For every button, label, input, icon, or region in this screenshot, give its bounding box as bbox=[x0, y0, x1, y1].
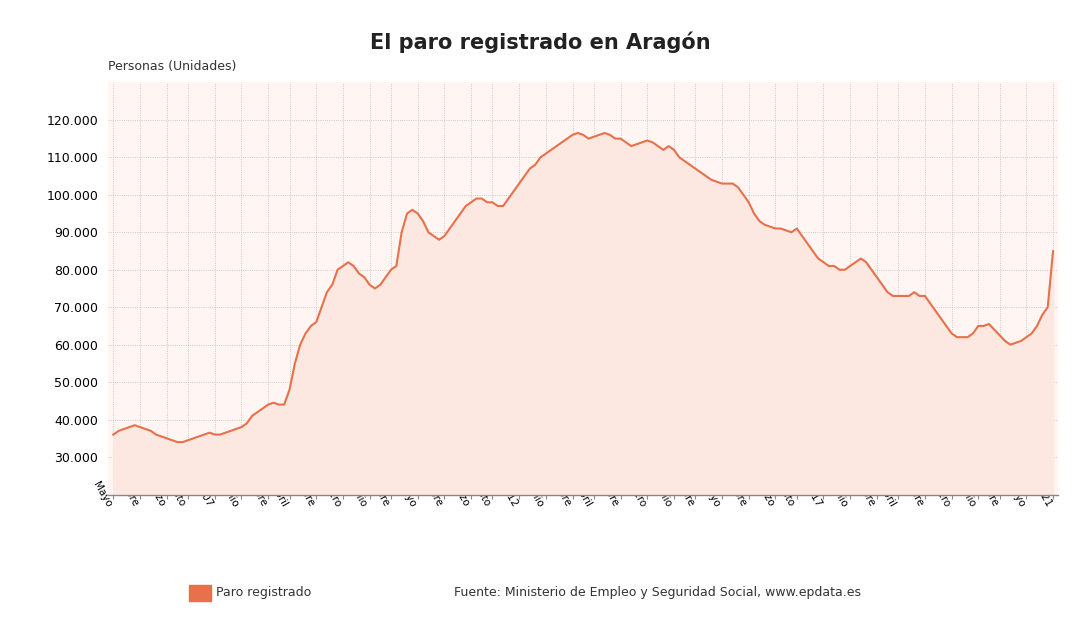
Text: El paro registrado en Aragón: El paro registrado en Aragón bbox=[369, 32, 711, 53]
Text: Fuente: Ministerio de Empleo y Seguridad Social, www.epdata.es: Fuente: Ministerio de Empleo y Seguridad… bbox=[454, 586, 861, 599]
Text: Personas (Unidades): Personas (Unidades) bbox=[108, 60, 237, 73]
Text: Paro registrado: Paro registrado bbox=[216, 586, 311, 599]
